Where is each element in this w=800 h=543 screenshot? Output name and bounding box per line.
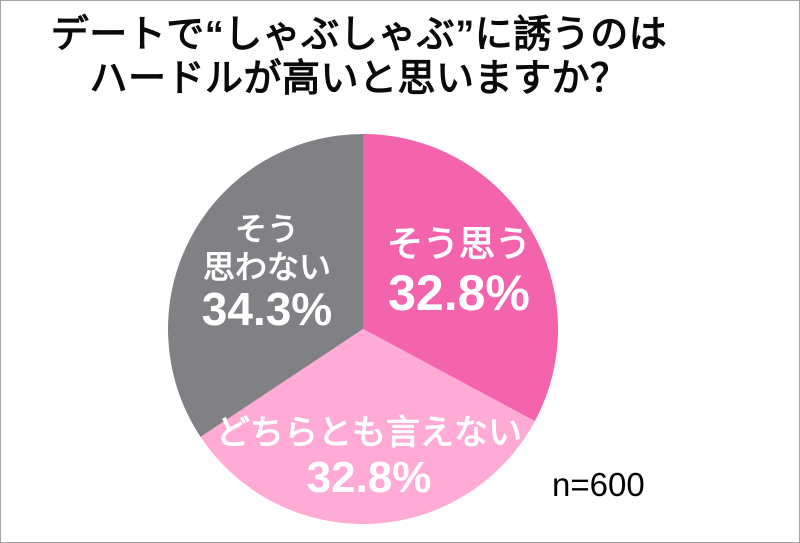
slice-label-disagree-percent: 34.3% (201, 283, 333, 335)
slice-label-neutral: どちらとも言えない 32.8% (216, 412, 522, 502)
slice-label-neutral-text: どちらとも言えない (216, 414, 522, 452)
chart-title: デートで“しゃぶしゃぶ”に誘うのは ハードルが高いと思いますか？ (51, 13, 668, 101)
chart-title-line1: デートで“しゃぶしゃぶ”に誘うのは (50, 14, 668, 56)
slice-label-agree-text: そう思う (386, 223, 532, 264)
chart-title-line2: ハードルが高いと思いますか？ (89, 58, 629, 100)
slice-label-agree: そう思う 32.8% (387, 222, 531, 320)
pie-slice-1 (200, 329, 535, 524)
slice-label-disagree: そう 思わない 34.3% (202, 210, 332, 332)
slice-label-disagree-text-line2: 思わない (202, 249, 331, 285)
slice-label-agree-percent: 32.8% (388, 265, 530, 321)
slice-label-neutral-percent: 32.8% (306, 453, 432, 502)
sample-size-label: n=600 (552, 466, 645, 503)
slice-label-disagree-text-line1: そう (234, 211, 299, 247)
pie-slice-2 (168, 134, 363, 437)
pie-slice-0 (363, 134, 559, 422)
